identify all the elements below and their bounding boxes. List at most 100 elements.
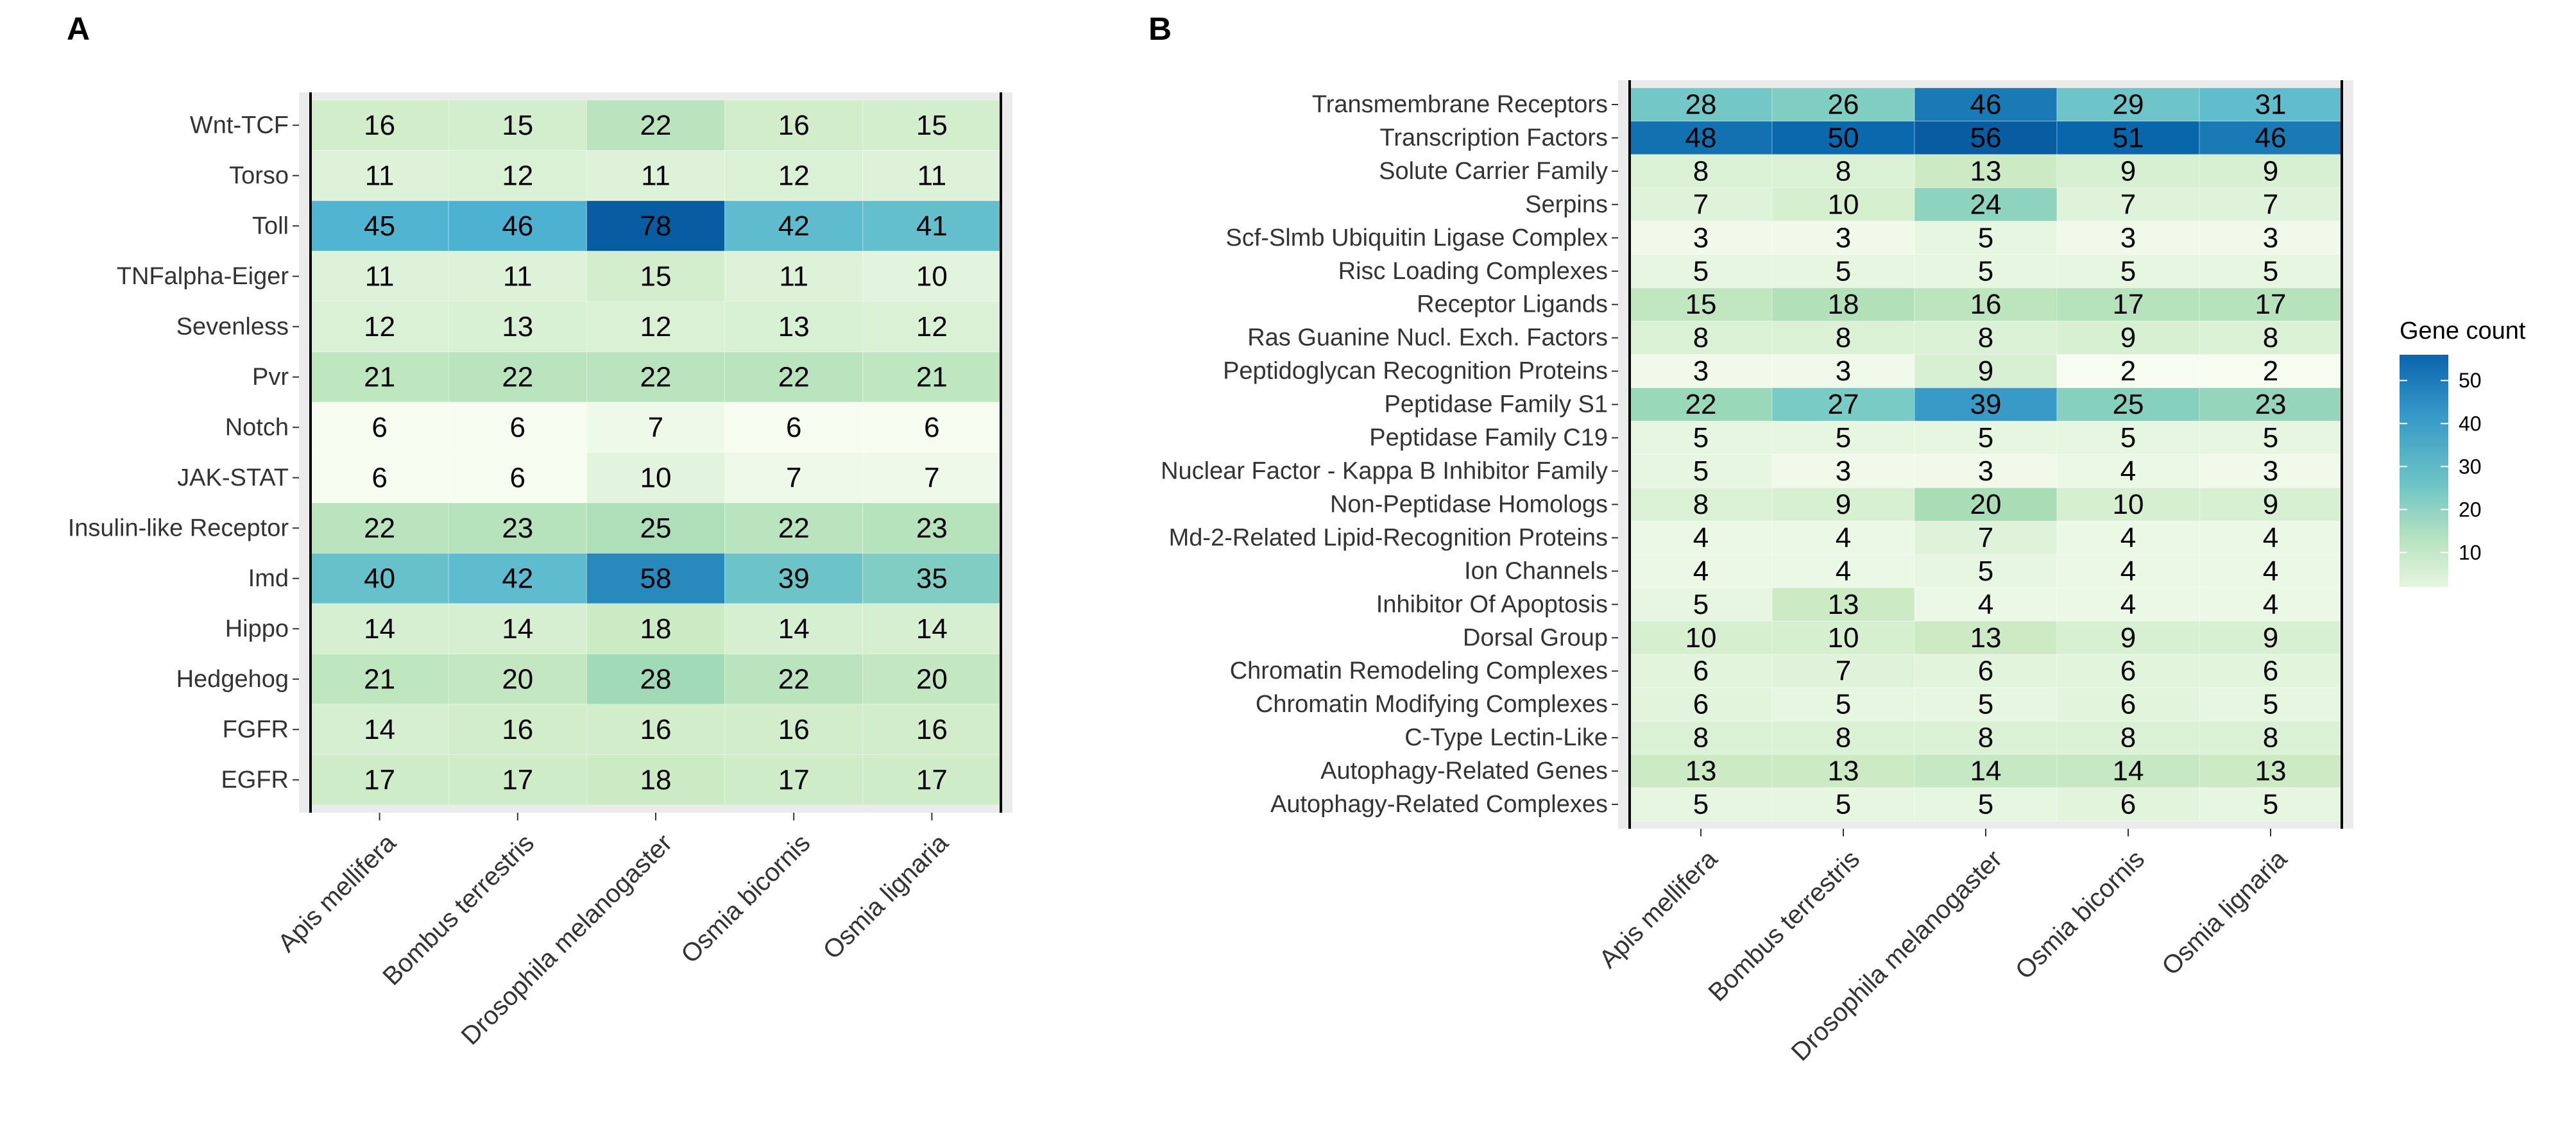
panel-b-cell-value: 48 — [1685, 122, 1717, 153]
panel-b-cell-value: 2 — [2263, 355, 2278, 387]
panel-a-cell-value: 12 — [640, 311, 672, 343]
panel-b-cell — [2199, 554, 2342, 588]
panel-a-cell — [862, 704, 1002, 755]
panel-a-column-label: Osmia lignaria — [818, 829, 954, 965]
panel-a-cell-value: 21 — [364, 663, 395, 695]
panel-a-row-label: Notch — [225, 414, 289, 441]
panel-b-cell-value: 14 — [2113, 756, 2144, 787]
panel-b-cell — [1771, 520, 1915, 555]
panel-b-cell-value: 13 — [1828, 589, 1859, 620]
panel-a-row-label: Imd — [248, 565, 289, 592]
panel-b-cell — [2199, 421, 2342, 455]
panel-a-cell — [586, 452, 726, 504]
panel-b-cell — [1629, 121, 1773, 155]
panel-a-cell — [586, 99, 726, 151]
panel-a-cell — [862, 301, 1002, 352]
panel-a-cell-value: 22 — [778, 663, 810, 695]
panel-a-cell-value: 14 — [364, 613, 395, 645]
panel-a-cell — [448, 150, 587, 201]
panel-b-cell-value: 10 — [2113, 489, 2144, 520]
panel-b-cell-value: 4 — [1836, 555, 1851, 587]
panel-a-row-label: Hedgehog — [176, 666, 289, 693]
panel-b-cell — [1771, 587, 1915, 622]
panel-a-cell — [586, 553, 726, 604]
panel-a-cell-value: 11 — [641, 160, 670, 191]
panel-b-cell-value: 31 — [2255, 89, 2287, 120]
panel-b-cell-value: 20 — [1970, 489, 2002, 520]
panel-b-cell — [2199, 221, 2342, 255]
panel-a-row-label: Pvr — [252, 364, 289, 391]
panel-b-cell — [2056, 620, 2200, 655]
panel-a-cell — [310, 754, 449, 806]
legend-title: Gene count — [2400, 318, 2526, 344]
panel-a-cell-value: 35 — [916, 563, 948, 594]
panel-a-cell-value: 7 — [648, 412, 663, 443]
panel-a-cell — [448, 654, 587, 705]
panel-b-cell-value: 9 — [2263, 622, 2278, 654]
panel-b-cell-value: 6 — [2120, 789, 2136, 820]
panel-b-cell-value: 22 — [1685, 389, 1717, 420]
panel-b-cell — [2056, 454, 2200, 488]
panel-a-cell-value: 22 — [778, 513, 810, 544]
panel-b-cell — [1629, 720, 1773, 755]
panel-a-cell — [448, 452, 587, 504]
panel-a-cell — [862, 200, 1002, 251]
panel-b-cell-value: 5 — [1978, 422, 1993, 454]
panel-b-cell — [2199, 787, 2342, 822]
panel-b-cell-value: 6 — [1693, 689, 1709, 720]
panel-a-cell-value: 23 — [502, 513, 533, 544]
panel-b-cell-value: 9 — [1836, 489, 1851, 520]
panel-a-cell — [310, 301, 449, 352]
panel-b-cell-value: 2 — [2120, 355, 2136, 387]
panel-b-cell — [1629, 754, 1773, 788]
panel-a-cell — [448, 704, 587, 755]
panel-b-cell-value: 7 — [2120, 189, 2136, 220]
panel-b-cell-value: 9 — [1978, 355, 1993, 387]
panel-a-cell — [310, 704, 449, 755]
panel-b-cell — [2199, 187, 2342, 222]
panel-a-cell-value: 40 — [364, 563, 395, 594]
panel-a-cell-value: 41 — [916, 210, 948, 242]
panel-b-cell — [2056, 554, 2200, 588]
panel-b-cell — [2056, 187, 2200, 222]
panel-b-cell — [1914, 121, 2058, 155]
panel-b-row-label: Dorsal Group — [1463, 624, 1608, 651]
panel-b-cell — [1914, 520, 2058, 555]
panel-a-row-label: FGFR — [223, 716, 289, 743]
panel-b-cell-value: 8 — [1836, 322, 1851, 353]
panel-b-cell — [2056, 321, 2200, 355]
panel-b-cell-value: 4 — [2263, 589, 2278, 620]
panel-b-cell-value: 4 — [1836, 522, 1851, 554]
panel-b-cell — [1914, 387, 2058, 422]
panel-b-cell-value: 17 — [2113, 289, 2144, 320]
panel-a-cell — [586, 502, 726, 554]
panel-a-cell-value: 11 — [365, 160, 395, 191]
panel-a-cell — [724, 150, 864, 201]
panel-a-cell-value: 18 — [640, 613, 672, 645]
panel-b-cell-value: 3 — [1836, 455, 1851, 487]
panel-a-cell-value: 16 — [778, 714, 810, 745]
panel-a-cell-value: 11 — [779, 260, 808, 292]
panel-b-cell-value: 8 — [1693, 722, 1709, 754]
panel-b-cell — [2199, 387, 2342, 422]
panel-b-cell-value: 9 — [2263, 155, 2278, 187]
panel-b-row-label: Ion Channels — [1464, 557, 1608, 584]
panel-b-cell-value: 8 — [1693, 155, 1709, 187]
panel-a-cell — [310, 200, 449, 251]
panel-b-cell-value: 5 — [1693, 255, 1709, 287]
panel-b-cell — [1771, 121, 1915, 155]
panel-b-cell-value: 50 — [1828, 122, 1859, 153]
panel-b-cell-value: 24 — [1970, 189, 2002, 220]
panel-b-cell — [1914, 487, 2058, 521]
panel-b-cell-value: 3 — [2263, 455, 2278, 487]
panel-a-cell — [310, 654, 449, 705]
panel-b-cell — [2199, 720, 2342, 755]
panel-b-cell-value: 3 — [1836, 355, 1851, 387]
panel-a-cell — [724, 654, 864, 705]
panel-a-cell-value: 7 — [786, 462, 801, 493]
panel-b-cell — [1629, 487, 1773, 521]
panel-b-cell-value: 46 — [2255, 122, 2287, 153]
panel-b-cell — [1771, 287, 1915, 322]
panel-a-cell-value: 23 — [916, 513, 948, 544]
